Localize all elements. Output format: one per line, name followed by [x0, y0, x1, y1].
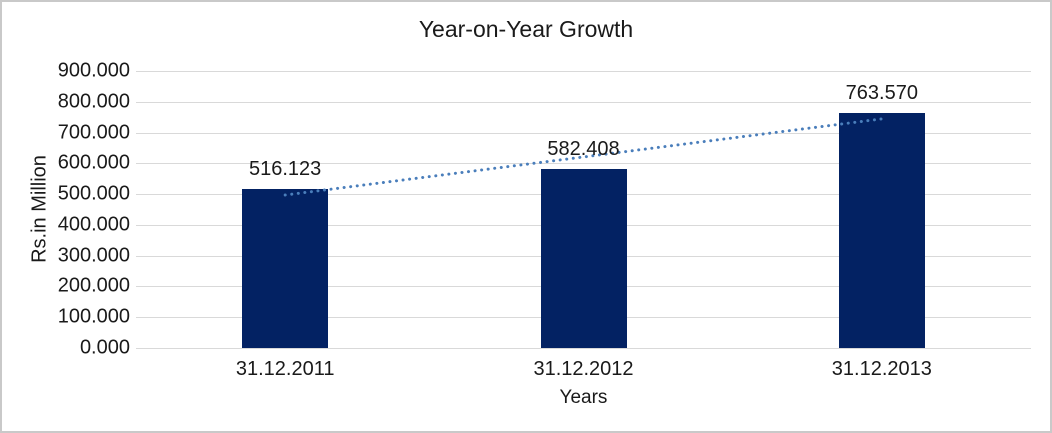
x-tick-label: 31.12.2011 — [235, 358, 335, 380]
bar — [838, 113, 925, 348]
y-tick-label: 200.000 — [57, 274, 130, 297]
gridline — [136, 102, 1031, 103]
bar-value-label: 582.408 — [547, 137, 620, 160]
y-tick-label: 900.000 — [57, 59, 130, 82]
bar-value-label: 763.570 — [845, 82, 918, 104]
chart-title: Year-on-Year Growth — [418, 16, 634, 42]
y-tick-label: 0.000 — [79, 336, 130, 359]
bar-value-label: 516.123 — [249, 158, 322, 181]
y-tick-label: 700.000 — [57, 121, 130, 144]
gridline — [136, 71, 1031, 72]
bar — [242, 189, 329, 348]
trendline — [283, 117, 884, 197]
x-axis-title: Years — [559, 387, 608, 408]
y-tick-label: 600.000 — [57, 151, 130, 174]
gridline — [136, 348, 1031, 349]
x-tick-label: 31.12.2013 — [831, 358, 932, 380]
plot-area: 516.123 582.408 763.570 — [136, 71, 1031, 349]
y-tick-label: 500.000 — [57, 182, 130, 205]
gridline — [136, 163, 1031, 164]
y-tick-label: 100.000 — [57, 305, 130, 328]
bar — [540, 168, 627, 348]
y-tick-label: 300.000 — [57, 244, 130, 267]
trendline-dotted-line — [283, 117, 884, 197]
gridline — [136, 133, 1031, 134]
y-tick-label: 400.000 — [57, 213, 130, 236]
x-tick-label: 31.12.2012 — [533, 358, 634, 380]
y-tick-label: 800.000 — [57, 90, 130, 113]
